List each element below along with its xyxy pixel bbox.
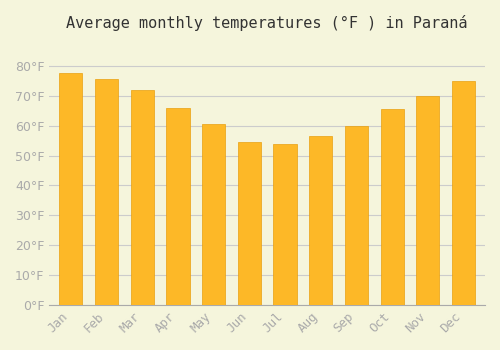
Bar (452, 81, 475, 305)
Bar (380, 109, 404, 305)
Bar (238, 142, 261, 305)
Bar (95, 79, 118, 305)
Bar (416, 96, 440, 305)
Bar (130, 90, 154, 305)
Bar (166, 108, 190, 305)
Bar (345, 126, 368, 305)
Bar (274, 144, 296, 305)
Title: Average monthly temperatures (°F ) in Paraná: Average monthly temperatures (°F ) in Pa… (66, 15, 468, 31)
Bar (59, 73, 82, 305)
Bar (202, 124, 225, 305)
Bar (309, 136, 332, 305)
